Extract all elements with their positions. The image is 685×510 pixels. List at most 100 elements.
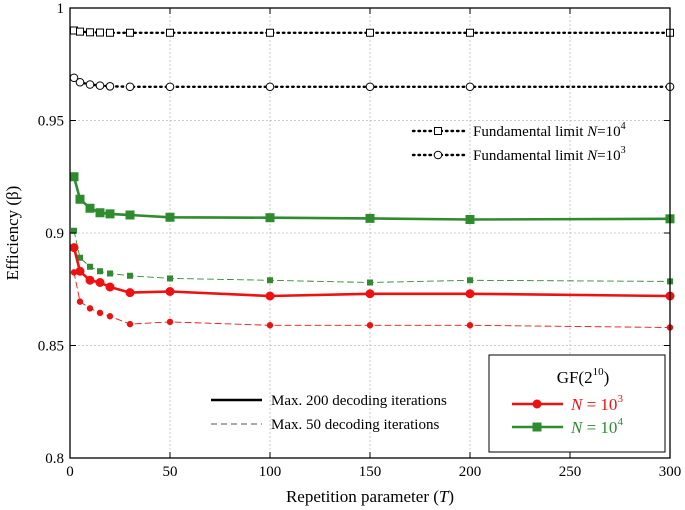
legend-entry-limit-n1e3: Fundamental limit N=103 bbox=[411, 145, 626, 164]
y-tick-label: 0.9 bbox=[45, 226, 64, 242]
data-point-lim3 bbox=[165, 82, 175, 92]
data-point-lim4 bbox=[266, 28, 274, 37]
data-point-r200 bbox=[125, 288, 135, 298]
data-point-r200 bbox=[75, 266, 85, 276]
data-point-g200 bbox=[365, 213, 375, 223]
data-point-lim3 bbox=[465, 82, 475, 92]
legend-square-marker-icon bbox=[434, 127, 442, 135]
legend-label-limit-n1e3: Fundamental limit N=103 bbox=[473, 145, 626, 164]
series-r50 bbox=[70, 269, 674, 331]
data-point-lim4 bbox=[166, 28, 174, 37]
legend-entry-n1e4: N = 104 bbox=[512, 416, 623, 437]
legend-label-n1e4: N = 104 bbox=[570, 416, 623, 437]
data-point-g50 bbox=[87, 263, 93, 270]
data-point-r50 bbox=[70, 269, 78, 276]
data-point-g200 bbox=[69, 172, 79, 182]
legend-fundamental-limit: Fundamental limit N=104 Fundamental limi… bbox=[411, 121, 626, 164]
legend-red-circle-marker-icon bbox=[532, 399, 542, 409]
data-point-r50 bbox=[106, 313, 114, 320]
data-point-lim3 bbox=[85, 80, 95, 89]
legend-entry-n1e3: N = 103 bbox=[512, 393, 623, 414]
data-point-r200 bbox=[265, 291, 275, 301]
legend-circle-marker-icon bbox=[433, 150, 443, 160]
data-point-g200 bbox=[165, 212, 175, 222]
data-point-r200 bbox=[95, 278, 105, 287]
data-point-g50 bbox=[71, 227, 77, 234]
legend-label-50-iterations: Max. 50 decoding iterations bbox=[271, 417, 439, 433]
y-tick-label: 0.95 bbox=[38, 114, 64, 130]
data-point-g50 bbox=[107, 270, 113, 277]
data-point-lim4 bbox=[96, 28, 104, 37]
data-point-r200 bbox=[105, 282, 115, 292]
data-point-lim3 bbox=[105, 82, 115, 91]
data-point-lim3 bbox=[365, 82, 375, 92]
data-point-r200 bbox=[165, 287, 175, 296]
data-point-g200 bbox=[85, 203, 95, 213]
legend-label-n1e3: N = 103 bbox=[570, 393, 623, 414]
data-point-lim4 bbox=[86, 28, 94, 37]
data-point-lim4 bbox=[76, 27, 84, 36]
data-point-g200 bbox=[265, 213, 275, 223]
data-point-r200 bbox=[69, 243, 79, 253]
legend-title: GF(210) bbox=[557, 366, 610, 387]
data-point-g200 bbox=[125, 210, 135, 220]
grid bbox=[70, 8, 670, 458]
data-point-lim4 bbox=[366, 28, 374, 37]
x-tick-label: 200 bbox=[459, 464, 482, 480]
y-axis-label: Efficiency (β) bbox=[3, 186, 22, 281]
x-tick-label: 100 bbox=[259, 464, 282, 480]
data-point-lim4 bbox=[466, 28, 474, 37]
data-point-g50 bbox=[77, 254, 83, 261]
data-point-r200 bbox=[85, 275, 95, 285]
x-tick-label: 0 bbox=[66, 464, 74, 480]
data-point-r50 bbox=[266, 322, 274, 329]
legend-box bbox=[488, 354, 666, 453]
x-tick-label: 150 bbox=[359, 464, 382, 480]
x-tick-label: 250 bbox=[559, 464, 582, 480]
data-point-r50 bbox=[166, 318, 174, 326]
series-g200 bbox=[69, 172, 675, 224]
series-lim3 bbox=[69, 73, 675, 92]
data-point-g50 bbox=[127, 272, 133, 279]
data-point-r50 bbox=[126, 320, 134, 328]
legend-entry-limit-n1e4: Fundamental limit N=104 bbox=[411, 121, 626, 140]
data-point-g200 bbox=[95, 208, 105, 218]
data-point-lim3 bbox=[265, 82, 275, 92]
data-point-r50 bbox=[86, 305, 94, 312]
data-point-g200 bbox=[75, 194, 85, 204]
data-point-lim4 bbox=[106, 28, 114, 37]
data-point-lim3 bbox=[75, 77, 85, 87]
data-point-lim4 bbox=[126, 28, 134, 37]
series-r200 bbox=[69, 243, 675, 301]
y-tick-label: 0.85 bbox=[38, 339, 64, 355]
data-point-r200 bbox=[365, 289, 375, 299]
legend-label-limit-n1e4: Fundamental limit N=104 bbox=[473, 121, 626, 140]
data-point-r50 bbox=[76, 298, 84, 305]
series-line-r200 bbox=[72, 246, 672, 298]
x-tick-label: 300 bbox=[659, 464, 682, 480]
legend-decoding-iterations: Max. 200 decoding iterations Max. 50 dec… bbox=[211, 393, 447, 433]
data-point-r50 bbox=[96, 309, 104, 317]
x-axis-label: Repetition parameter (T) bbox=[286, 487, 454, 506]
series-g50 bbox=[71, 227, 673, 286]
y-tick-label: 0.8 bbox=[45, 451, 64, 467]
series-line-g200 bbox=[72, 175, 672, 221]
series-line-g50 bbox=[73, 230, 671, 283]
legend-label-200-iterations: Max. 200 decoding iterations bbox=[271, 393, 447, 409]
legend-galois-field: GF(210) N = 103 N = 104 bbox=[488, 354, 666, 453]
series-line-lim3 bbox=[72, 76, 672, 89]
data-point-g200 bbox=[465, 215, 475, 224]
x-tick-label: 50 bbox=[163, 464, 178, 480]
axis-ticks: 0 50 100 150 200 250 300 0.8 0.85 0.9 0.95 1 bbox=[38, 1, 682, 480]
legend-green-square-marker-icon bbox=[532, 422, 542, 432]
plot-series bbox=[69, 26, 675, 331]
data-point-g200 bbox=[105, 209, 115, 219]
data-point-g50 bbox=[467, 277, 473, 284]
data-point-g50 bbox=[267, 277, 273, 284]
data-point-r200 bbox=[465, 289, 475, 299]
series-lim4 bbox=[70, 26, 674, 37]
data-point-g50 bbox=[97, 268, 103, 275]
data-point-r50 bbox=[366, 322, 374, 329]
data-point-g50 bbox=[167, 275, 173, 282]
